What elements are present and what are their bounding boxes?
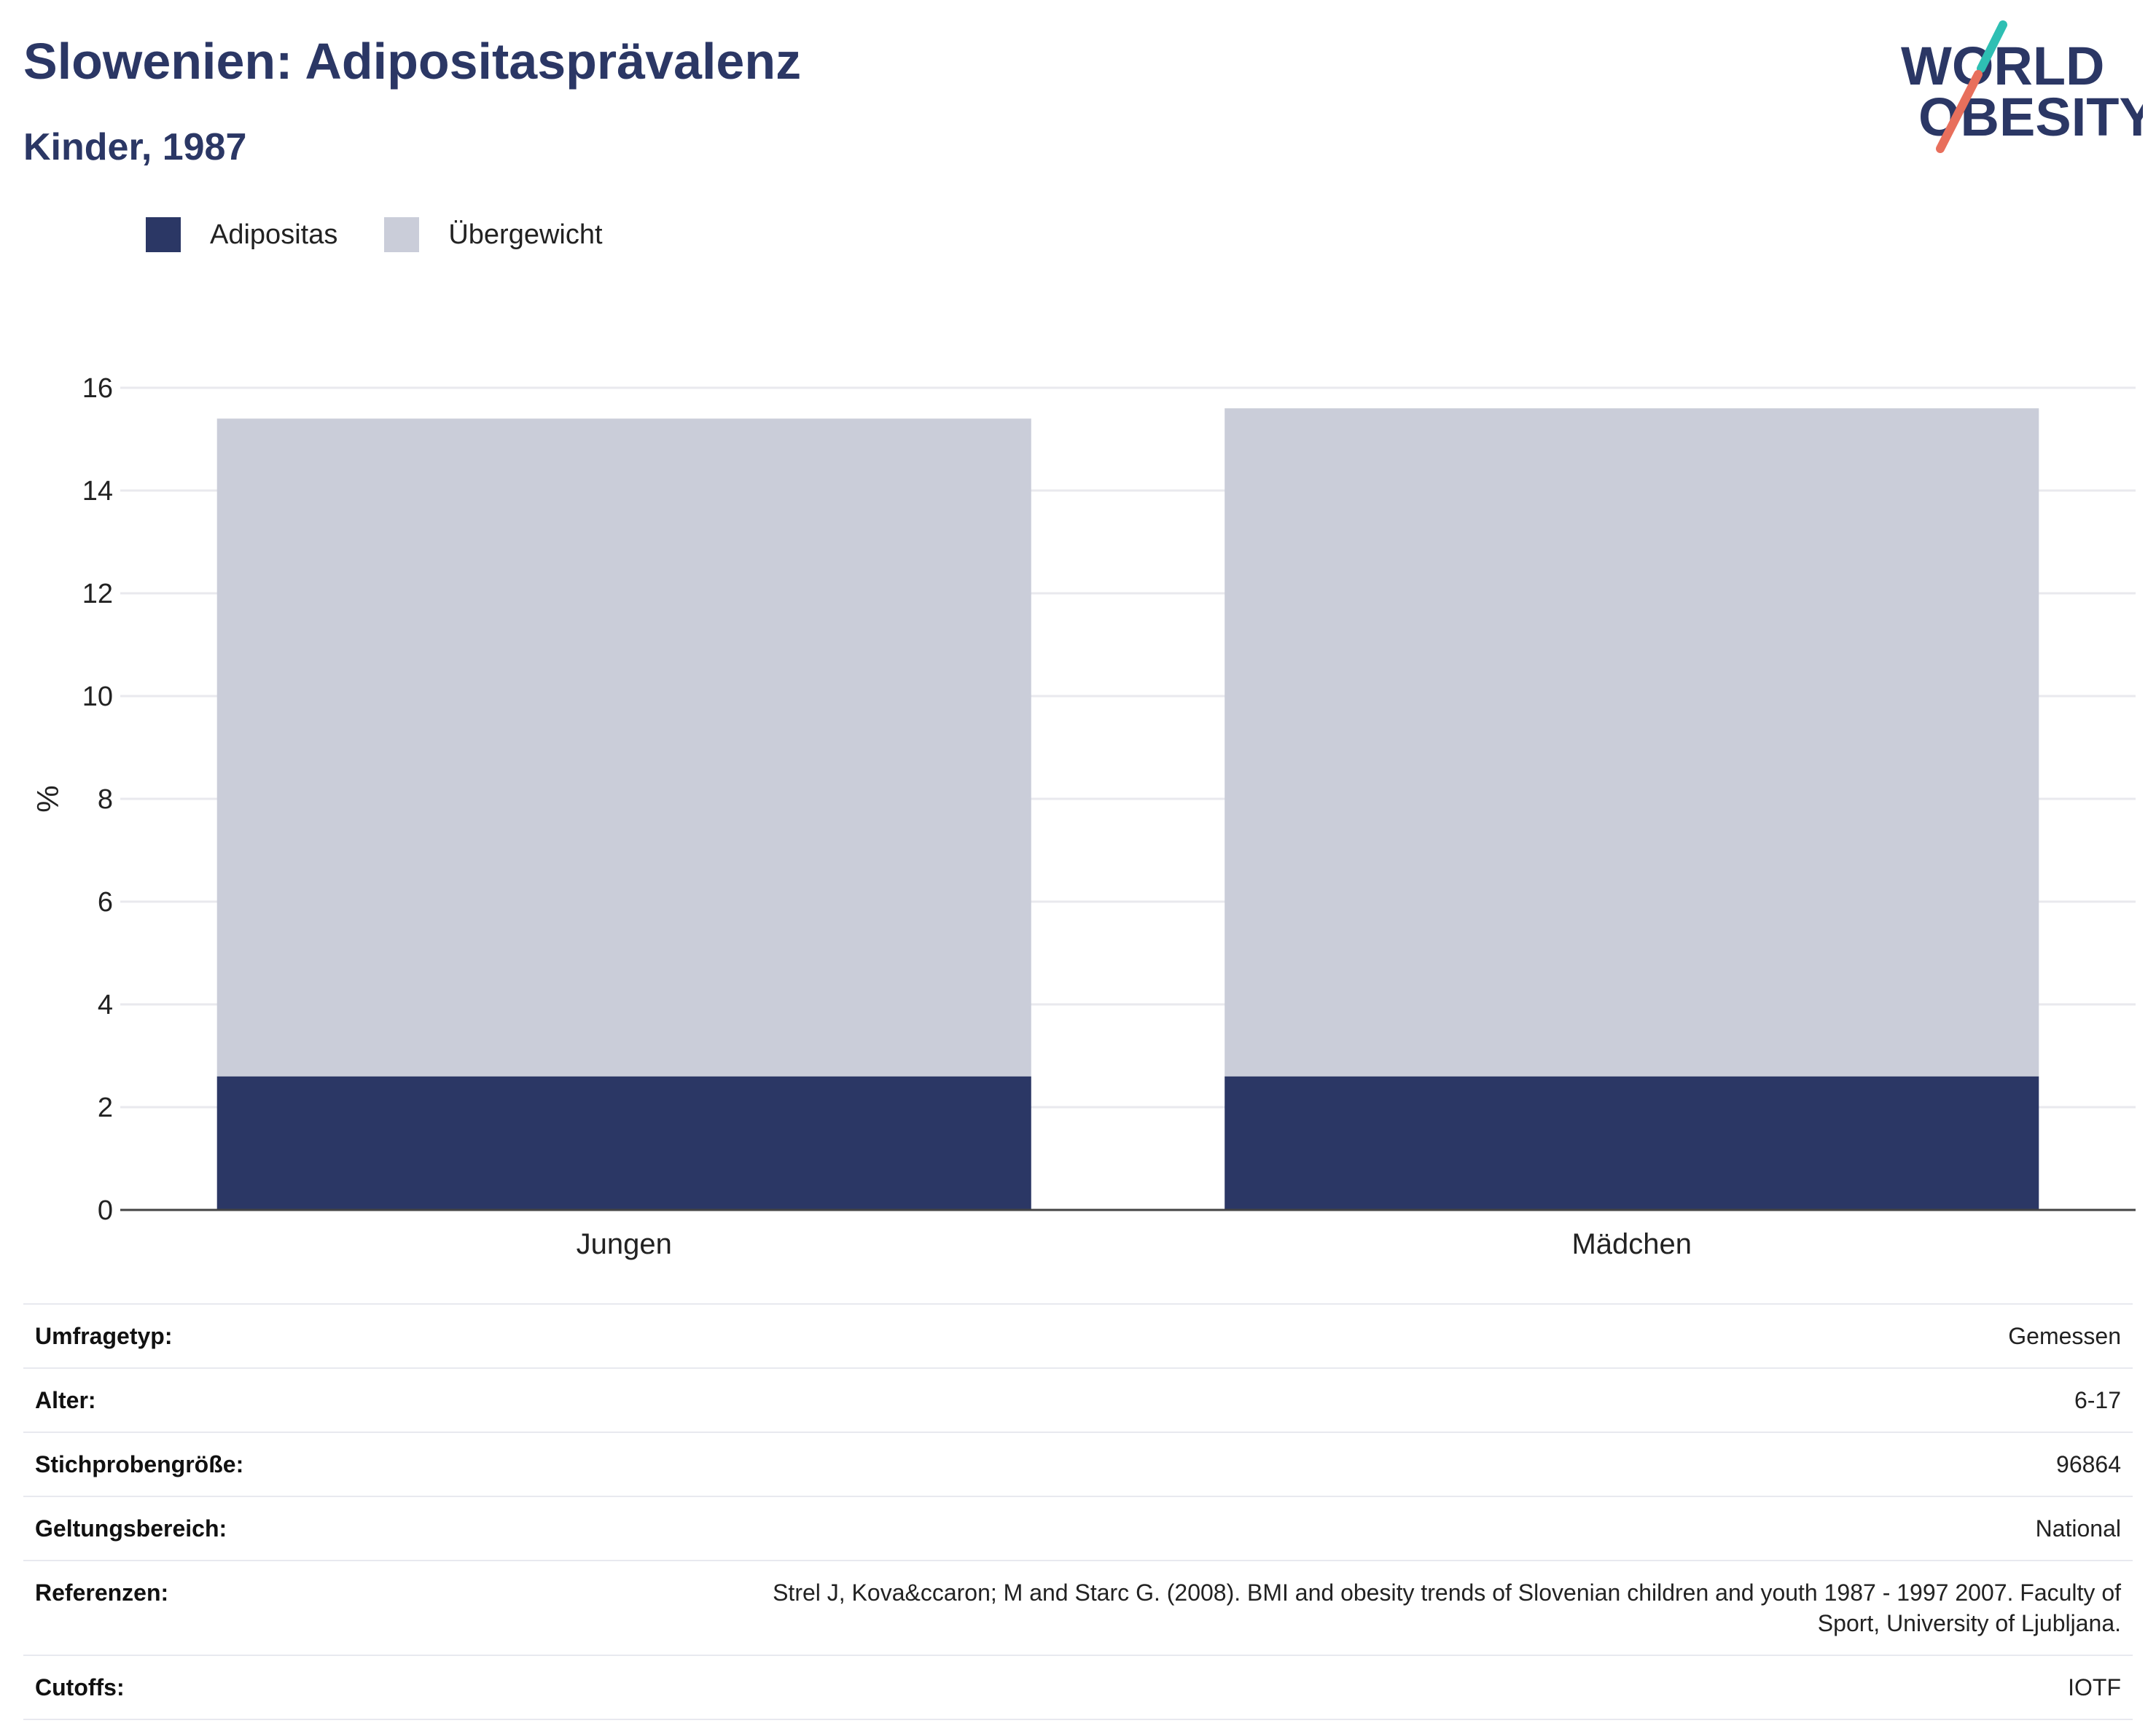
- info-row-stichprobengroesse: Stichprobengröße: 96864: [23, 1432, 2133, 1497]
- y-axis-label: %: [31, 785, 65, 812]
- y-tick-label: 4: [98, 990, 113, 1020]
- y-tick-label: 16: [82, 373, 113, 404]
- info-row-referenzen: Referenzen: Strel J, Kova&ccaron; M and …: [23, 1561, 2133, 1656]
- chart-legend: Adipositas Übergewicht: [146, 217, 649, 252]
- info-key: Referenzen:: [23, 1561, 338, 1656]
- info-value: IOTF: [338, 1655, 2133, 1720]
- reference-line: Strel J, Kova&ccaron; M and Starc G. (20…: [773, 1579, 2121, 1606]
- y-tick-label: 10: [82, 682, 113, 712]
- y-tick-label: 12: [82, 579, 113, 609]
- y-tick-label: 14: [82, 476, 113, 507]
- chart-title: Slowenien: Adipositasprävalenz: [23, 33, 802, 90]
- legend-label-adipositas: Adipositas: [210, 219, 338, 250]
- legend-item-uebergewicht[interactable]: Übergewicht: [384, 217, 603, 252]
- survey-info-table: Umfragetyp: Gemessen Alter: 6-17 Stichpr…: [23, 1303, 2133, 1720]
- legend-swatch-adipositas: [146, 217, 181, 252]
- y-tick-label: 6: [98, 887, 113, 918]
- legend-item-adipositas[interactable]: Adipositas: [146, 217, 337, 252]
- bar-uebergewicht-0: [216, 418, 1031, 1077]
- info-value: Gemessen: [338, 1303, 2133, 1369]
- info-value: 96864: [338, 1432, 2133, 1497]
- bar-uebergewicht-1: [1225, 408, 2039, 1077]
- bar-adipositas-0: [216, 1076, 1031, 1210]
- info-key: Geltungsbereich:: [23, 1496, 338, 1561]
- info-value: 6-17: [338, 1368, 2133, 1433]
- logo-slash-bottom: [1936, 70, 1983, 153]
- info-row-alter: Alter: 6-17: [23, 1368, 2133, 1433]
- info-key: Alter:: [23, 1368, 338, 1433]
- x-tick-label: Mädchen: [1571, 1228, 1692, 1260]
- info-key: Umfragetyp:: [23, 1303, 338, 1369]
- bar-adipositas-1: [1225, 1076, 2039, 1210]
- legend-swatch-uebergewicht: [384, 217, 420, 252]
- info-row-geltungsbereich: Geltungsbereich: National: [23, 1496, 2133, 1561]
- bar-chart: 0 2 4 6 8 10 12 14 16% Jungen Mädchen: [31, 373, 2136, 1260]
- info-key: Stichprobengröße:: [23, 1432, 338, 1497]
- world-obesity-logo: WORLD OBESITY: [1901, 20, 2143, 153]
- info-key: Cutoffs:: [23, 1655, 338, 1720]
- info-row-cutoffs: Cutoffs: IOTF: [23, 1655, 2133, 1720]
- y-tick-label: 0: [98, 1195, 113, 1226]
- logo-text-world: WORLD: [1901, 36, 2105, 96]
- info-value: National: [338, 1496, 2133, 1561]
- legend-label-uebergewicht: Übergewicht: [448, 219, 603, 250]
- info-value-references: Strel J, Kova&ccaron; M and Starc G. (20…: [338, 1561, 2133, 1656]
- y-tick-label: 2: [98, 1093, 113, 1123]
- chart-subtitle: Kinder, 1987: [23, 126, 247, 168]
- logo-slash-top: [1977, 20, 2007, 73]
- x-tick-label: Jungen: [577, 1228, 672, 1260]
- y-tick-label: 8: [98, 784, 113, 815]
- reference-line: Sport, University of Ljubljana.: [1817, 1610, 2121, 1636]
- info-row-umfragetyp: Umfragetyp: Gemessen: [23, 1303, 2133, 1369]
